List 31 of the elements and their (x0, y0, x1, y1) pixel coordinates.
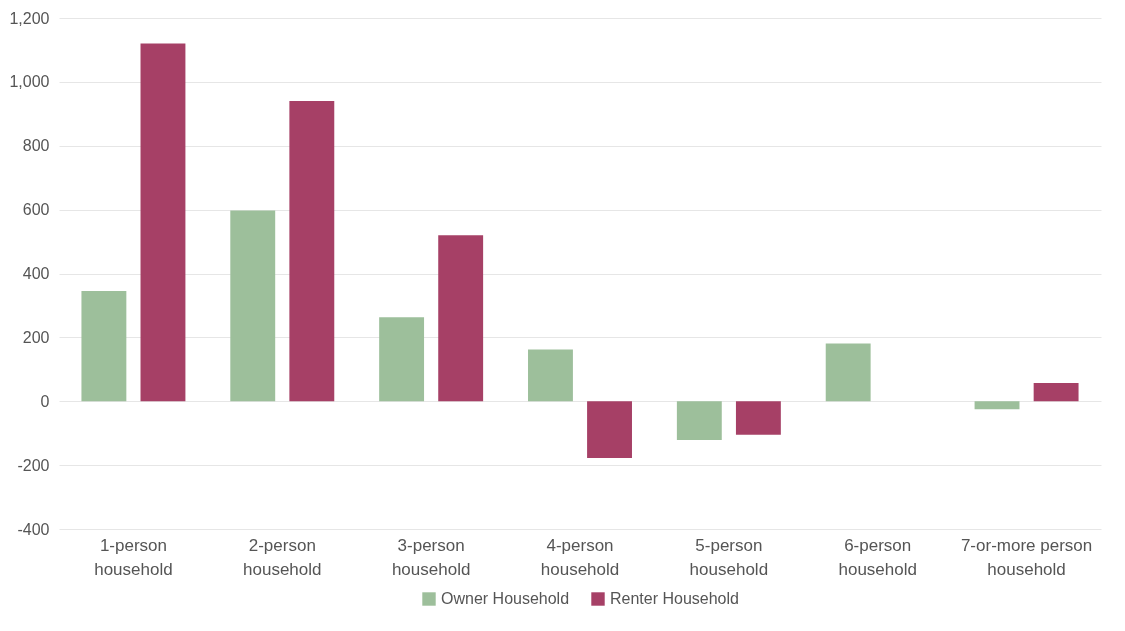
y-tick-label: 200 (22, 328, 50, 346)
x-tick-label: 3-person household (391, 535, 471, 579)
bar (230, 210, 276, 402)
y-tick-label: 400 (22, 265, 50, 282)
bar (289, 101, 335, 402)
x-tick-label: 2-person household (243, 535, 322, 579)
bar (379, 317, 425, 402)
bar (735, 401, 781, 435)
bar (528, 349, 573, 402)
bar (974, 401, 1020, 410)
y-tick-label: 1,000 (9, 73, 50, 91)
bar (1033, 383, 1079, 402)
y-tick-label: 600 (22, 201, 50, 219)
legend-label: Renter Household (610, 590, 739, 607)
bar (438, 235, 484, 402)
bar (587, 401, 632, 459)
y-tick-label: 0 (40, 392, 50, 410)
y-tick-label: -200 (17, 456, 50, 474)
bar (140, 43, 186, 402)
bar (825, 343, 871, 402)
x-tick-label: 4-person household (540, 535, 620, 579)
y-tick-label: 800 (22, 137, 50, 155)
bar (676, 401, 722, 440)
x-tick-label: 6-person household (838, 535, 917, 579)
x-tick-label: 5-person household (689, 535, 769, 579)
y-tick-label: 1,200 (9, 9, 50, 27)
x-tick-label: 7-or-more person household (960, 535, 1093, 579)
x-tick-label: 1-person household (94, 535, 173, 579)
bar (81, 291, 127, 402)
y-tick-label: -400 (17, 520, 50, 538)
legend-label: Owner Household (441, 590, 570, 607)
